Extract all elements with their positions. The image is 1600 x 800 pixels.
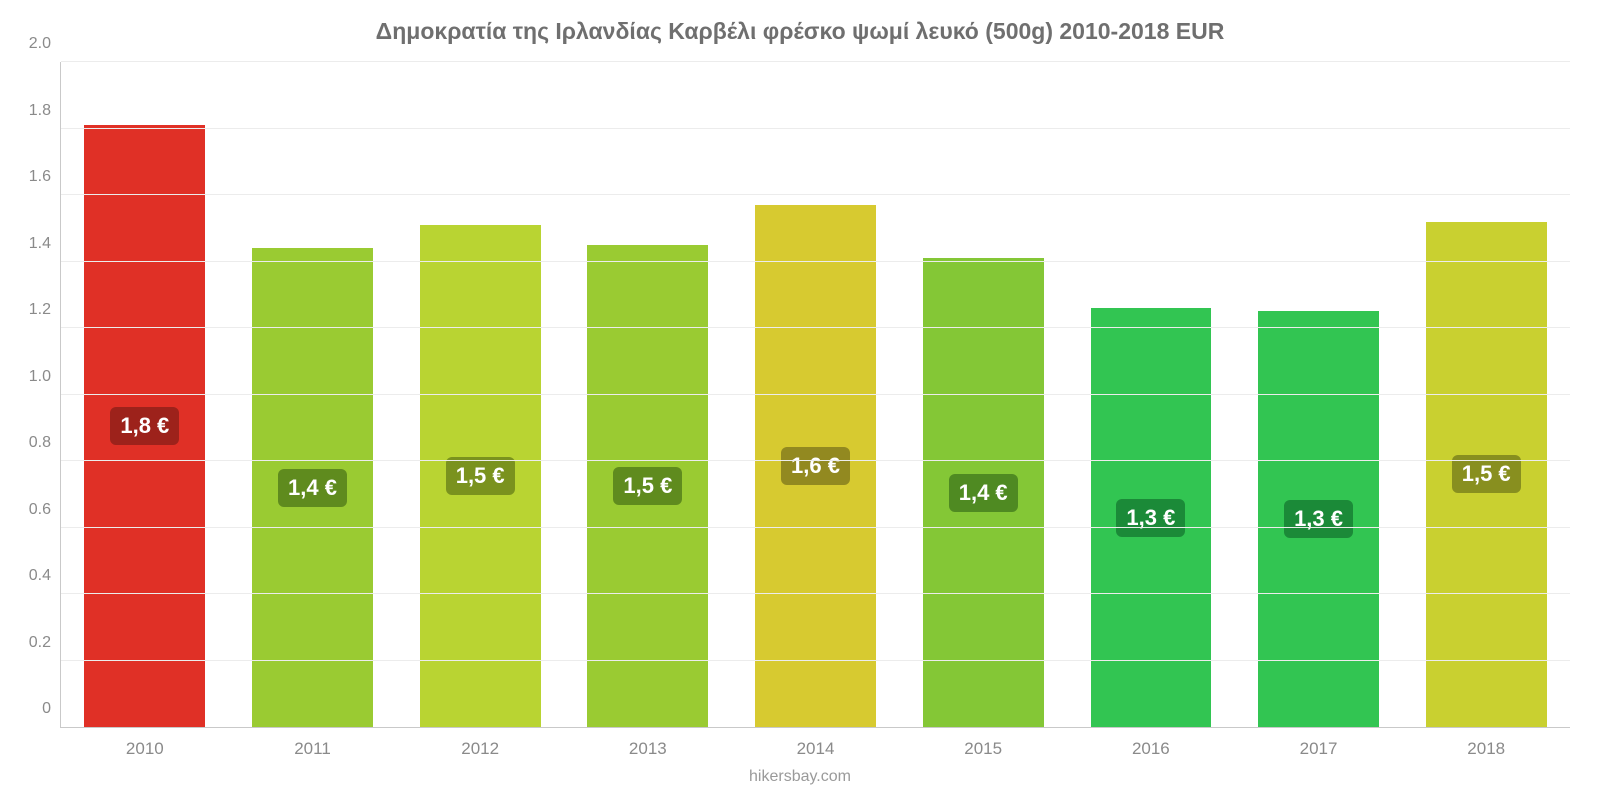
y-axis-tick-label: 0 bbox=[42, 700, 51, 718]
bar-slot: 1,5 €2018 bbox=[1402, 62, 1570, 727]
bar: 1,5 € bbox=[1426, 222, 1547, 727]
bar: 1,3 € bbox=[1258, 311, 1379, 727]
bar-slot: 1,4 €2015 bbox=[899, 62, 1067, 727]
x-axis-tick-label: 2015 bbox=[964, 739, 1002, 759]
gridline bbox=[61, 194, 1570, 195]
value-badge: 1,6 € bbox=[781, 447, 850, 485]
bar-slot: 1,3 €2017 bbox=[1235, 62, 1403, 727]
y-axis-tick-label: 0.2 bbox=[29, 634, 51, 652]
x-axis-tick-label: 2016 bbox=[1132, 739, 1170, 759]
value-badge: 1,5 € bbox=[613, 467, 682, 505]
bar-slot: 1,5 €2012 bbox=[396, 62, 564, 727]
bar-slot: 1,6 €2014 bbox=[732, 62, 900, 727]
y-axis-tick-label: 0.8 bbox=[29, 434, 51, 452]
y-axis-tick-label: 0.4 bbox=[29, 567, 51, 585]
value-badge: 1,8 € bbox=[110, 407, 179, 445]
bar: 1,4 € bbox=[923, 258, 1044, 727]
bar-slot: 1,4 €2011 bbox=[229, 62, 397, 727]
y-axis-tick-label: 1.8 bbox=[29, 102, 51, 120]
gridline bbox=[61, 660, 1570, 661]
gridline bbox=[61, 261, 1570, 262]
x-axis-tick-label: 2012 bbox=[461, 739, 499, 759]
x-axis-tick-label: 2010 bbox=[126, 739, 164, 759]
chart-container: Δημοκρατία της Ιρλανδίας Καρβέλι φρέσκο … bbox=[0, 0, 1600, 800]
chart-title: Δημοκρατία της Ιρλανδίας Καρβέλι φρέσκο … bbox=[0, 18, 1600, 45]
bar-slot: 1,3 €2016 bbox=[1067, 62, 1235, 727]
bar: 1,8 € bbox=[84, 125, 205, 727]
x-axis-tick-label: 2017 bbox=[1300, 739, 1338, 759]
bar: 1,3 € bbox=[1091, 308, 1212, 727]
gridline bbox=[61, 460, 1570, 461]
bar-slot: 1,5 €2013 bbox=[564, 62, 732, 727]
y-axis-tick-label: 1.6 bbox=[29, 168, 51, 186]
bar: 1,5 € bbox=[420, 225, 541, 727]
value-badge: 1,3 € bbox=[1284, 500, 1353, 538]
plot-area: 1,8 €20101,4 €20111,5 €20121,5 €20131,6 … bbox=[60, 62, 1570, 728]
x-axis-tick-label: 2013 bbox=[629, 739, 667, 759]
value-badge: 1,5 € bbox=[446, 457, 515, 495]
gridline bbox=[61, 593, 1570, 594]
value-badge: 1,4 € bbox=[949, 474, 1018, 512]
y-axis-tick-label: 0.6 bbox=[29, 501, 51, 519]
x-axis-tick-label: 2014 bbox=[797, 739, 835, 759]
x-axis-tick-label: 2011 bbox=[294, 739, 331, 759]
bars-group: 1,8 €20101,4 €20111,5 €20121,5 €20131,6 … bbox=[61, 62, 1570, 727]
y-axis-tick-label: 1.0 bbox=[29, 368, 51, 386]
x-axis-tick-label: 2018 bbox=[1467, 739, 1505, 759]
bar-slot: 1,8 €2010 bbox=[61, 62, 229, 727]
value-badge: 1,4 € bbox=[278, 469, 347, 507]
attribution-text: hikersbay.com bbox=[0, 768, 1600, 786]
y-axis-tick-label: 2.0 bbox=[29, 35, 51, 53]
bar: 1,6 € bbox=[755, 205, 876, 727]
gridline bbox=[61, 527, 1570, 528]
y-axis-tick-label: 1.2 bbox=[29, 301, 51, 319]
value-badge: 1,3 € bbox=[1116, 499, 1185, 537]
gridline bbox=[61, 394, 1570, 395]
gridline bbox=[61, 128, 1570, 129]
gridline bbox=[61, 61, 1570, 62]
bar: 1,5 € bbox=[587, 245, 708, 727]
gridline bbox=[61, 327, 1570, 328]
bar: 1,4 € bbox=[252, 248, 373, 727]
y-axis-tick-label: 1.4 bbox=[29, 235, 51, 253]
